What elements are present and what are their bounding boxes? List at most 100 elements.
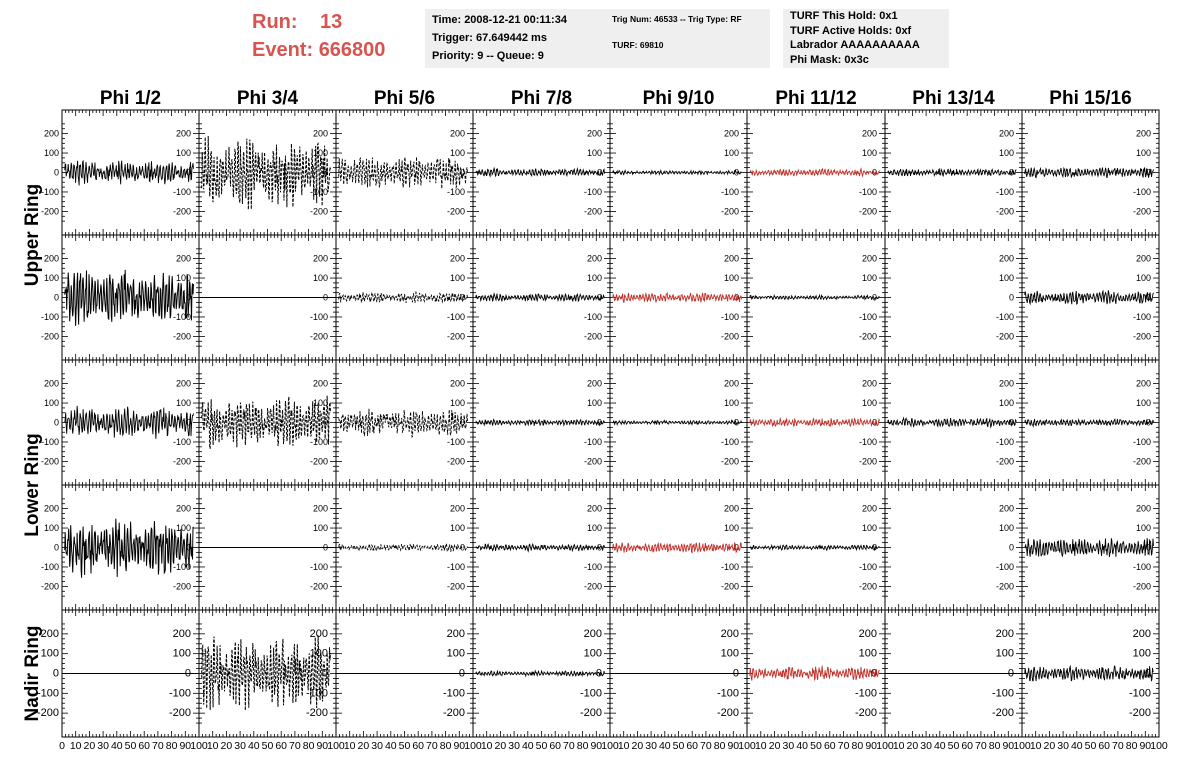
y-tick-label: -200 [859,581,877,591]
row-group-label: Upper Ring [22,184,43,286]
y-tick-label: 100 [587,273,602,283]
y-tick-label: -100 [41,437,59,447]
y-tick-label: -100 [1133,187,1151,197]
turf-active-holds-text: TURF Active Holds: 0xf [790,24,912,37]
y-tick-label: -100 [1133,437,1151,447]
turf-text: TURF: 69810 [612,40,664,50]
column-header: Phi 13/14 [912,88,995,109]
event-label: Event: [252,39,314,61]
y-tick-label: 200 [724,504,739,514]
y-tick-label: 100 [44,398,59,408]
y-tick-label: -100 [996,437,1014,447]
y-tick-label: -200 [1133,456,1151,466]
y-tick-label: -100 [447,312,465,322]
y-tick-label: -200 [41,206,59,216]
y-tick-label: -200 [859,206,877,216]
waveform-trace [612,418,742,427]
y-tick-label: 0 [186,168,191,178]
y-tick-label: -100 [1133,562,1151,572]
y-tick-label: 200 [999,254,1014,264]
y-tick-label: 200 [310,628,328,640]
y-tick-label: 200 [724,254,739,264]
y-tick-label: 200 [313,504,328,514]
y-tick-label: -100 [859,562,877,572]
waveform-trace [749,293,880,302]
waveform-trace [201,135,331,210]
waveform-trace [612,291,742,303]
y-tick-label: -100 [1133,312,1151,322]
y-tick-label: 200 [313,129,328,139]
y-tick-label: -100 [584,562,602,572]
y-tick-label: 200 [44,129,59,139]
column-header: Phi 15/16 [1049,88,1131,109]
y-tick-label: -100 [721,187,739,197]
y-tick-label: -100 [443,687,465,699]
y-tick-label: -200 [447,206,465,216]
y-tick-label: -100 [447,437,465,447]
waveform-trace [64,405,194,439]
y-tick-label: 200 [44,254,59,264]
y-tick-label: 100 [447,648,465,660]
y-tick-label: 100 [587,523,602,533]
y-tick-label: -200 [996,581,1014,591]
y-tick-label: 0 [872,418,877,428]
y-tick-label: -200 [996,206,1014,216]
trigger-text: Trigger: 67.649442 ms [432,32,547,44]
y-tick-label: 0 [460,418,465,428]
waveform-trace [475,166,605,178]
y-tick-label: -100 [169,687,191,699]
y-tick-label: -100 [580,687,602,699]
y-tick-label: 0 [872,543,877,553]
run-label: Run: [252,11,298,33]
waveform-trace [475,542,605,553]
y-tick-label: 0 [1009,543,1014,553]
y-tick-label: 200 [587,379,602,389]
y-tick-label: 200 [450,129,465,139]
column-header: Phi 5/6 [374,88,435,109]
y-tick-label: -200 [310,331,328,341]
y-tick-label: -200 [721,331,739,341]
y-tick-label: 0 [597,168,602,178]
y-tick-label: 200 [999,504,1014,514]
trig-num-text: Trig Num: 46533 -- Trig Type: RF [612,14,742,24]
y-tick-label: -100 [447,187,465,197]
y-tick-label: 100 [176,273,191,283]
timing-info-box: Time: 2008-12-21 00:11:34 Trigger: 67.64… [425,9,614,68]
waveform-trace [338,156,468,189]
y-tick-label: -200 [173,456,191,466]
y-tick-label: -100 [721,562,739,572]
y-tick-label: -200 [173,206,191,216]
y-tick-label: 200 [1136,254,1151,264]
y-tick-label: -200 [310,581,328,591]
waveform-trace [338,290,468,304]
y-tick-label: -200 [41,456,59,466]
y-tick-label: 0 [597,293,602,303]
y-tick-label: 100 [173,648,191,660]
column-header: Phi 1/2 [100,88,161,109]
y-tick-label: -200 [717,707,739,719]
y-tick-label: -200 [41,331,59,341]
waveform-trace [1024,538,1154,558]
y-tick-label: -100 [173,312,191,322]
run-event-box: Run: 13 Event: 666800 [252,8,385,64]
y-tick-label: -200 [447,456,465,466]
y-tick-label: 200 [447,628,465,640]
y-tick-label: -200 [37,707,59,719]
column-header: Phi 7/8 [511,88,572,109]
y-tick-label: 100 [44,523,59,533]
y-tick-label: -100 [41,187,59,197]
y-tick-label: -100 [859,437,877,447]
y-tick-label: -200 [1133,206,1151,216]
y-tick-label: -200 [1133,581,1151,591]
y-tick-label: -100 [584,312,602,322]
y-tick-label: 200 [176,254,191,264]
y-tick-label: -200 [306,707,328,719]
y-tick-label: 100 [176,398,191,408]
phi-mask-text: Phi Mask: 0x3c [790,53,869,66]
y-tick-label: 0 [1146,543,1151,553]
y-tick-label: 100 [313,273,328,283]
y-tick-label: 0 [872,168,877,178]
y-tick-label: 200 [721,628,739,640]
y-tick-label: 0 [460,543,465,553]
y-tick-label: 100 [1136,148,1151,158]
